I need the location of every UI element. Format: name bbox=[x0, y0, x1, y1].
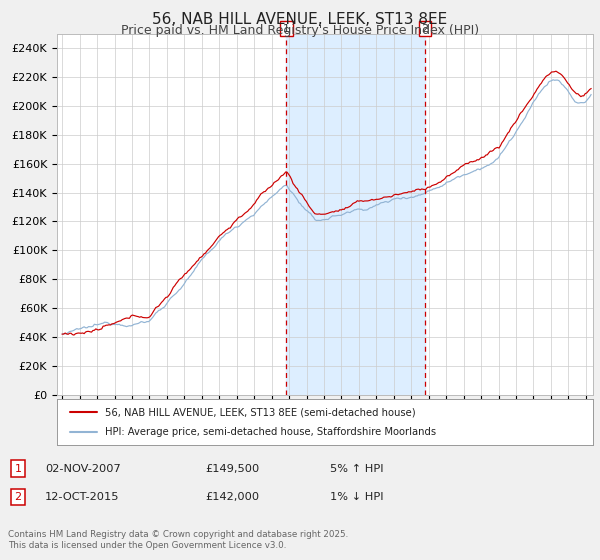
Text: Price paid vs. HM Land Registry's House Price Index (HPI): Price paid vs. HM Land Registry's House … bbox=[121, 24, 479, 37]
Text: 5% ↑ HPI: 5% ↑ HPI bbox=[330, 464, 383, 474]
Text: 02-NOV-2007: 02-NOV-2007 bbox=[45, 464, 121, 474]
Text: £149,500: £149,500 bbox=[205, 464, 259, 474]
Text: 1: 1 bbox=[283, 24, 290, 34]
Text: HPI: Average price, semi-detached house, Staffordshire Moorlands: HPI: Average price, semi-detached house,… bbox=[105, 427, 436, 437]
Text: Contains HM Land Registry data © Crown copyright and database right 2025.
This d: Contains HM Land Registry data © Crown c… bbox=[8, 530, 348, 550]
Text: 1% ↓ HPI: 1% ↓ HPI bbox=[330, 492, 383, 502]
Text: 1: 1 bbox=[14, 464, 22, 474]
Text: 2: 2 bbox=[422, 24, 428, 34]
Text: 56, NAB HILL AVENUE, LEEK, ST13 8EE: 56, NAB HILL AVENUE, LEEK, ST13 8EE bbox=[152, 12, 448, 27]
Text: £142,000: £142,000 bbox=[205, 492, 259, 502]
Text: 12-OCT-2015: 12-OCT-2015 bbox=[45, 492, 119, 502]
Text: 56, NAB HILL AVENUE, LEEK, ST13 8EE (semi-detached house): 56, NAB HILL AVENUE, LEEK, ST13 8EE (sem… bbox=[105, 407, 416, 417]
Text: 2: 2 bbox=[14, 492, 22, 502]
Bar bbox=[286, 34, 425, 395]
